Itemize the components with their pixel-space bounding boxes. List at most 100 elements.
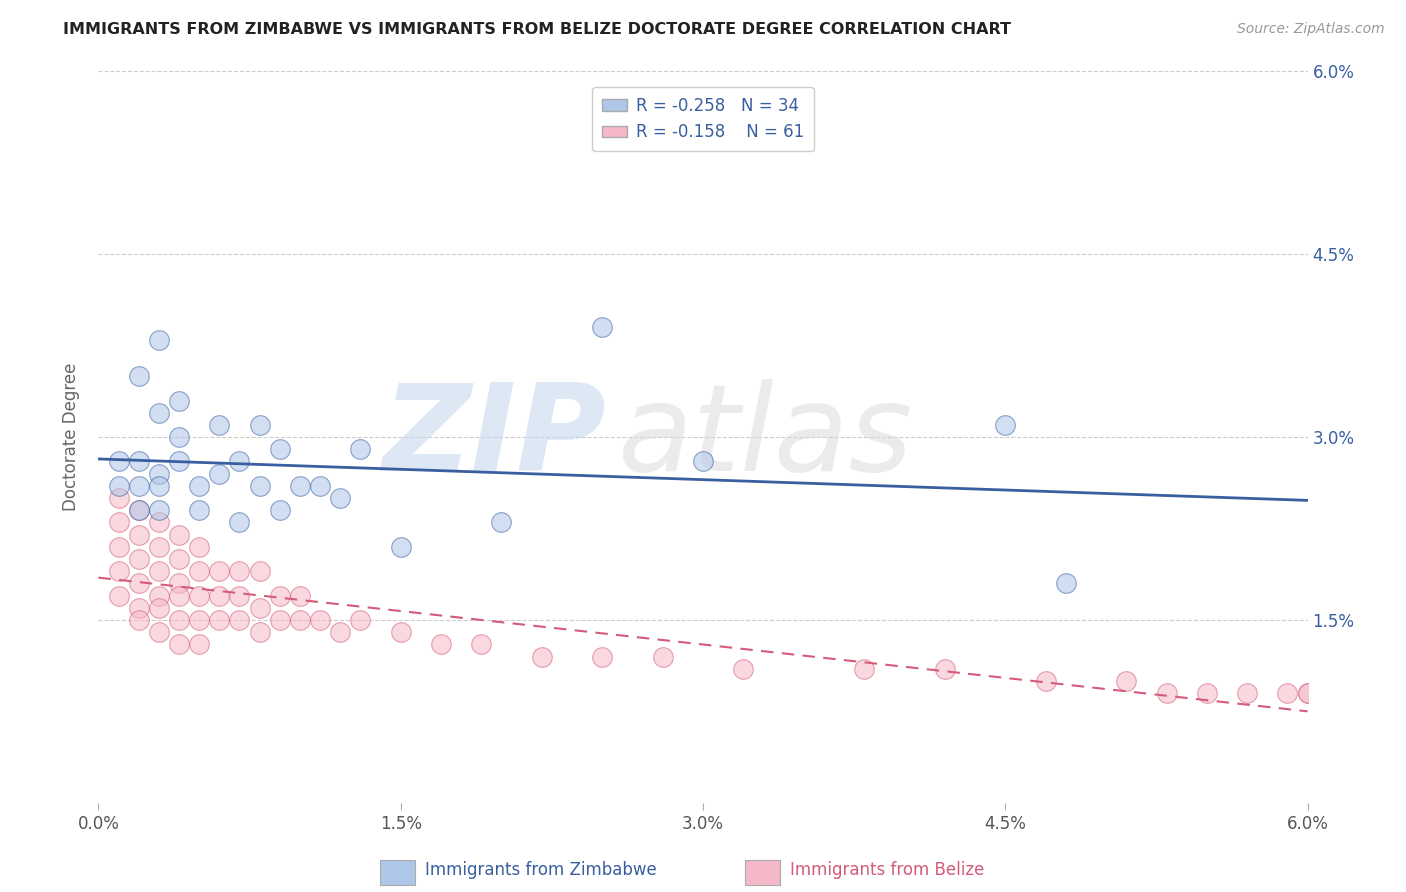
Point (1115, 673, 1137, 688)
Point (470, 637, 492, 651)
Point (128, 576, 150, 591)
Point (167, 430, 190, 444)
Point (167, 527, 190, 541)
Point (148, 564, 170, 578)
Point (249, 600, 271, 615)
Point (994, 417, 1017, 432)
Point (128, 479, 150, 493)
Point (269, 589, 291, 603)
Text: ZIP: ZIP (382, 378, 606, 496)
Point (228, 613, 250, 627)
Point (491, 516, 513, 530)
Point (107, 564, 129, 578)
Point (591, 320, 613, 334)
Point (148, 479, 170, 493)
Point (148, 600, 170, 615)
Text: Immigrants from Belize: Immigrants from Belize (790, 861, 984, 879)
Point (148, 625, 170, 640)
Point (934, 662, 956, 676)
Point (591, 649, 613, 664)
Point (430, 637, 453, 651)
Point (309, 479, 332, 493)
Point (107, 479, 129, 493)
Point (249, 564, 271, 578)
Point (148, 406, 170, 420)
Point (692, 454, 714, 468)
Point (128, 369, 150, 384)
Legend: R = -0.258   N = 34, R = -0.158    N = 61: R = -0.258 N = 34, R = -0.158 N = 61 (592, 87, 814, 152)
Text: atlas: atlas (619, 378, 914, 496)
Point (167, 576, 190, 591)
Point (530, 649, 553, 664)
Text: Source: ZipAtlas.com: Source: ZipAtlas.com (1237, 22, 1385, 37)
Point (228, 589, 250, 603)
Text: Immigrants from Zimbabwe: Immigrants from Zimbabwe (425, 861, 657, 879)
Point (167, 454, 190, 468)
Point (128, 503, 150, 517)
Point (1236, 686, 1258, 700)
Point (208, 613, 231, 627)
Point (208, 589, 231, 603)
Point (148, 516, 170, 530)
Point (188, 540, 211, 554)
Point (107, 516, 129, 530)
Point (1156, 686, 1178, 700)
Point (288, 613, 311, 627)
Point (269, 442, 291, 457)
Point (128, 613, 150, 627)
Point (208, 417, 231, 432)
Text: IMMIGRANTS FROM ZIMBABWE VS IMMIGRANTS FROM BELIZE DOCTORATE DEGREE CORRELATION : IMMIGRANTS FROM ZIMBABWE VS IMMIGRANTS F… (63, 22, 1011, 37)
Point (188, 479, 211, 493)
Point (128, 600, 150, 615)
Point (188, 637, 211, 651)
Point (1195, 686, 1218, 700)
Point (228, 516, 250, 530)
Point (1277, 686, 1299, 700)
Point (107, 454, 129, 468)
Point (349, 613, 371, 627)
Point (389, 540, 412, 554)
Point (148, 540, 170, 554)
Point (188, 564, 211, 578)
Point (228, 454, 250, 468)
Point (128, 454, 150, 468)
Point (148, 503, 170, 517)
Point (167, 552, 190, 566)
Point (733, 662, 755, 676)
Point (249, 479, 271, 493)
Point (389, 625, 412, 640)
Point (288, 589, 311, 603)
Point (309, 613, 332, 627)
Point (128, 503, 150, 517)
Point (1296, 686, 1319, 700)
Point (188, 589, 211, 603)
Point (249, 417, 271, 432)
Point (208, 467, 231, 481)
Point (853, 662, 876, 676)
Point (188, 613, 211, 627)
Point (128, 552, 150, 566)
Point (349, 442, 371, 457)
Point (228, 564, 250, 578)
Point (107, 540, 129, 554)
Point (249, 625, 271, 640)
Point (269, 613, 291, 627)
Point (1054, 576, 1077, 591)
Point (167, 393, 190, 408)
Point (167, 613, 190, 627)
Point (167, 589, 190, 603)
Point (128, 527, 150, 541)
Point (208, 564, 231, 578)
Point (188, 503, 211, 517)
Y-axis label: Doctorate Degree: Doctorate Degree (62, 363, 80, 511)
Point (329, 491, 352, 505)
Point (107, 589, 129, 603)
Point (288, 479, 311, 493)
Point (148, 589, 170, 603)
Point (167, 637, 190, 651)
Point (1035, 673, 1057, 688)
Point (651, 649, 673, 664)
Point (148, 467, 170, 481)
Point (107, 491, 129, 505)
Point (269, 503, 291, 517)
